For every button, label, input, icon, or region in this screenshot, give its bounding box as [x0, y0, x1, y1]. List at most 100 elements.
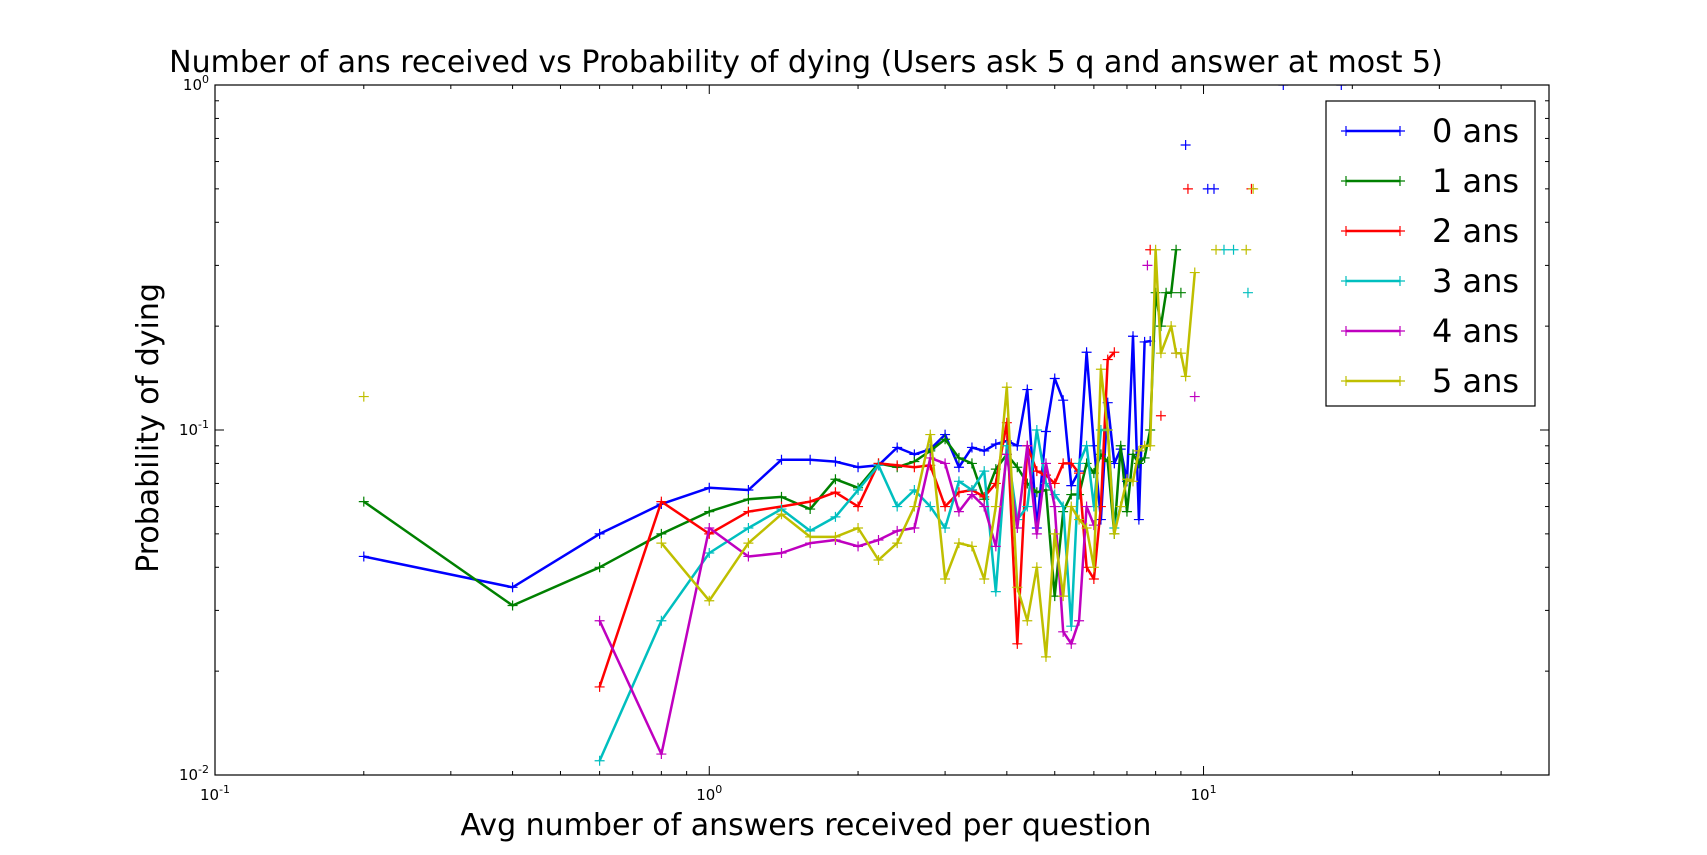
data-point	[1040, 426, 1051, 437]
data-point	[1133, 445, 1144, 456]
data-point	[1128, 449, 1139, 460]
isolated-point	[1242, 287, 1253, 298]
data-point	[990, 439, 1001, 450]
data-point	[909, 522, 920, 533]
legend-label: 4 ans	[1432, 312, 1519, 350]
legend-item: 1 ans	[1341, 162, 1519, 200]
x-axis-label: Avg number of answers received per quest…	[461, 808, 1152, 843]
data-point	[776, 491, 787, 502]
data-point	[1121, 506, 1132, 517]
data-point	[1128, 331, 1139, 342]
data-point	[1088, 573, 1099, 584]
data-point	[1049, 478, 1060, 489]
x-tick-label: 100	[696, 783, 722, 804]
legend-label: 5 ans	[1432, 362, 1519, 400]
data-point	[1145, 440, 1156, 451]
data-point	[853, 522, 864, 533]
isolated-point	[1182, 183, 1193, 194]
data-point	[1180, 371, 1191, 382]
data-point	[1166, 287, 1177, 298]
legend-item: 4 ans	[1341, 312, 1519, 350]
data-point	[1139, 336, 1150, 347]
data-point	[1012, 582, 1023, 593]
data-point	[873, 534, 884, 545]
data-point	[1066, 638, 1077, 649]
data-point	[953, 506, 964, 517]
data-point	[1066, 480, 1077, 491]
data-point	[873, 460, 884, 471]
data-point	[909, 462, 920, 473]
legend-marker	[1395, 376, 1405, 386]
data-point	[704, 506, 715, 517]
data-point	[966, 541, 977, 552]
data-point	[892, 538, 903, 549]
legend-item: 0 ans	[1341, 112, 1519, 150]
data-point	[830, 474, 841, 485]
data-point	[743, 506, 754, 517]
series-1	[358, 244, 1186, 611]
isolated-point	[1278, 85, 1289, 90]
data-point	[1012, 462, 1023, 473]
data-point	[892, 460, 903, 471]
data-point	[1189, 267, 1200, 278]
data-point	[1074, 458, 1085, 469]
data-point	[1058, 626, 1069, 637]
data-point	[1115, 440, 1126, 451]
isolated-point	[1248, 183, 1259, 194]
data-point	[853, 462, 864, 473]
data-point	[892, 442, 903, 453]
data-point	[979, 573, 990, 584]
isolated-point	[358, 391, 369, 402]
data-point	[656, 528, 667, 539]
data-point	[656, 749, 667, 760]
isolated-point	[1241, 244, 1252, 255]
legend-marker	[1341, 376, 1351, 386]
legend-marker	[1341, 276, 1351, 286]
data-point	[743, 538, 754, 549]
legend-marker	[1395, 326, 1405, 336]
legend-label: 0 ans	[1432, 112, 1519, 150]
data-point	[979, 501, 990, 512]
data-point	[1031, 562, 1042, 573]
data-point	[940, 522, 951, 533]
data-point	[704, 482, 715, 493]
data-point	[940, 458, 951, 469]
data-point	[892, 525, 903, 536]
data-point	[966, 442, 977, 453]
chart-title: Number of ans received vs Probability of…	[169, 45, 1443, 80]
series-line	[598, 428, 1122, 762]
data-point	[704, 595, 715, 606]
data-point	[1139, 452, 1150, 463]
data-point	[656, 538, 667, 549]
data-point	[656, 615, 667, 626]
isolated-point	[1228, 244, 1239, 255]
data-point	[1088, 520, 1099, 531]
data-point	[1074, 489, 1085, 500]
data-point	[776, 548, 787, 559]
data-point	[594, 615, 605, 626]
data-point	[1121, 474, 1132, 485]
x-tick-label: 10-1	[200, 783, 230, 804]
series-5	[358, 183, 1259, 662]
legend-label: 1 ans	[1432, 162, 1519, 200]
data-point	[1001, 382, 1012, 393]
data-point	[853, 541, 864, 552]
legend-item: 2 ans	[1341, 212, 1519, 250]
data-point	[594, 755, 605, 766]
data-point	[776, 454, 787, 465]
y-tick-label: 10-2	[179, 763, 209, 784]
data-point	[1022, 501, 1033, 512]
data-point	[1102, 354, 1113, 365]
data-point	[925, 429, 936, 440]
data-point	[507, 582, 518, 593]
legend-marker	[1395, 176, 1405, 186]
data-point	[1066, 621, 1077, 632]
isolated-point	[1175, 287, 1186, 298]
data-point	[830, 511, 841, 522]
data-point	[776, 509, 787, 520]
data-point	[1074, 514, 1085, 525]
data-point	[1022, 440, 1033, 451]
legend-label: 2 ans	[1432, 212, 1519, 250]
data-point	[358, 496, 369, 507]
